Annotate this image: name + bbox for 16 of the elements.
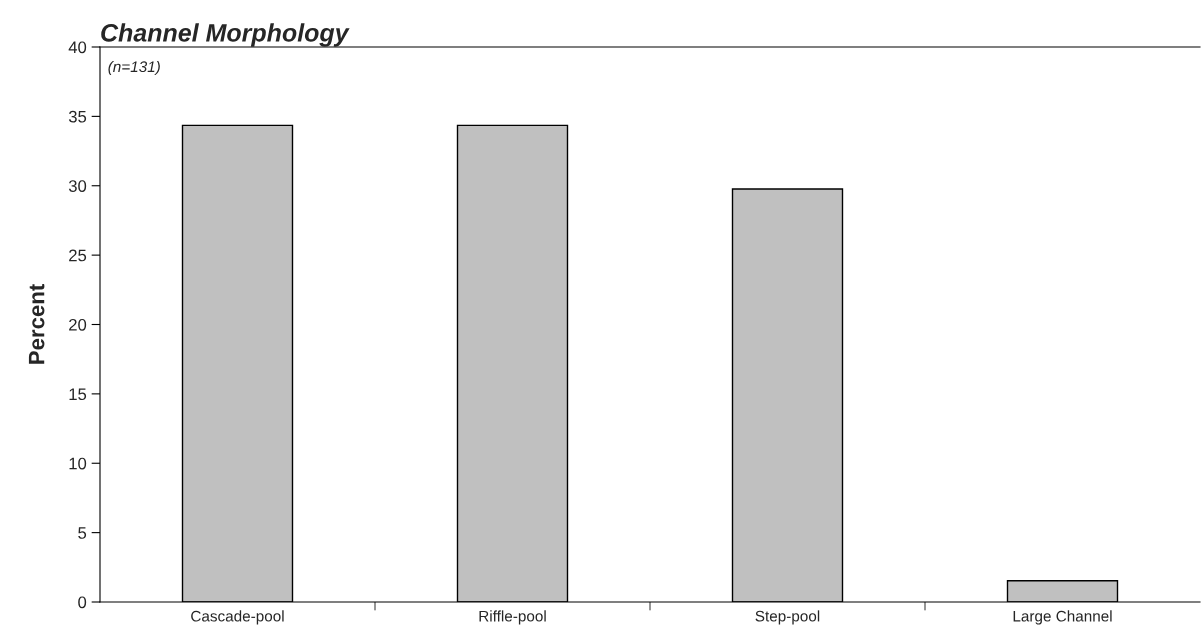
- y-tick-label: 10: [69, 457, 87, 470]
- chart-title: Channel Morphology: [101, 23, 350, 47]
- y-tick-label: 35: [68, 110, 87, 123]
- y-tick-label: 0: [78, 596, 87, 609]
- annotation: (n=131): [108, 60, 160, 76]
- x-tick-label: Riffle-pool: [479, 610, 546, 625]
- y-axis-title: Percent: [28, 284, 45, 364]
- y-tick-label: 5: [78, 527, 87, 539]
- x-tick-label: Large Channel: [1013, 610, 1112, 625]
- y-tick-label: 30: [68, 180, 87, 192]
- y-tick-label: 25: [69, 249, 87, 262]
- y-tick-label: 20: [69, 318, 87, 331]
- x-tick-label: Cascade-pool: [191, 610, 284, 625]
- y-tick-label: 40: [68, 41, 87, 54]
- x-tick-label: Step-pool: [755, 610, 820, 625]
- y-tick-label: 15: [69, 388, 87, 401]
